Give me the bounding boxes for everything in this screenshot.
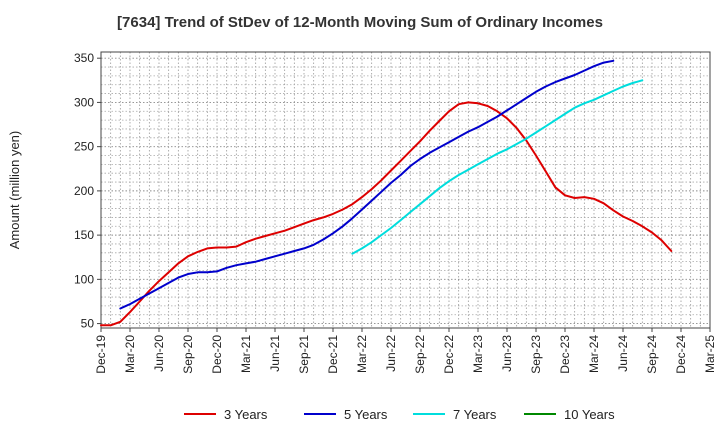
x-tick-label: Mar-24 [587,335,601,373]
x-tick-label: Mar-21 [239,335,253,373]
x-tick-label: Mar-23 [471,335,485,373]
series-lines [100,59,673,327]
plot-area [101,52,710,328]
y-axis: 50 100 150 200 250 300 350 [74,51,101,331]
series-line-3-years [100,101,673,327]
y-tick-label: 100 [74,272,94,286]
legend-label: 3 Years [224,407,268,422]
x-tick-label: Mar-25 [703,335,717,373]
x-tick-label: Sep-23 [529,335,543,374]
grid [101,52,710,328]
y-tick-label: 50 [81,317,95,331]
plot-border [100,51,711,329]
y-axis-title: Amount (million yen) [7,131,22,250]
x-tick-label: Dec-19 [94,335,108,374]
x-tick-label: Dec-23 [558,335,572,374]
x-tick-label: Mar-22 [355,335,369,373]
x-tick-label: Sep-20 [181,335,195,374]
x-tick-label: Jun-21 [268,335,282,372]
y-tick-label: 150 [74,228,94,242]
x-tick-label: Jun-23 [500,335,514,372]
legend-label: 5 Years [344,407,388,422]
x-tick-label: Dec-21 [326,335,340,374]
x-tick-label: Mar-20 [123,335,137,373]
x-tick-label: Sep-22 [413,335,427,374]
y-tick-label: 200 [74,184,94,198]
y-tick-label: 350 [74,51,94,65]
y-tick-label: 250 [74,140,94,154]
x-tick-label: Dec-22 [442,335,456,374]
x-tick-label: Sep-24 [645,335,659,374]
x-tick-label: Jun-24 [616,335,630,372]
series-line-5-years [119,59,615,310]
legend-label: 7 Years [453,407,497,422]
x-tick-label: Dec-24 [674,335,688,374]
chart-title: [7634] Trend of StDev of 12-Month Moving… [117,14,603,31]
legend-label: 10 Years [564,407,615,422]
x-tick-label: Jun-22 [384,335,398,372]
y-tick-label: 300 [74,95,94,109]
legend: 3 Years 5 Years 7 Years 10 Years [184,407,615,422]
x-tick-label: Dec-20 [210,335,224,374]
x-tick-label: Sep-21 [297,335,311,374]
x-axis: Dec-19 Mar-20 Jun-20 Sep-20 Dec-20 Mar-21 Jun-… [94,328,717,374]
x-tick-label: Jun-20 [152,335,166,372]
series-line-7-years [351,79,644,255]
